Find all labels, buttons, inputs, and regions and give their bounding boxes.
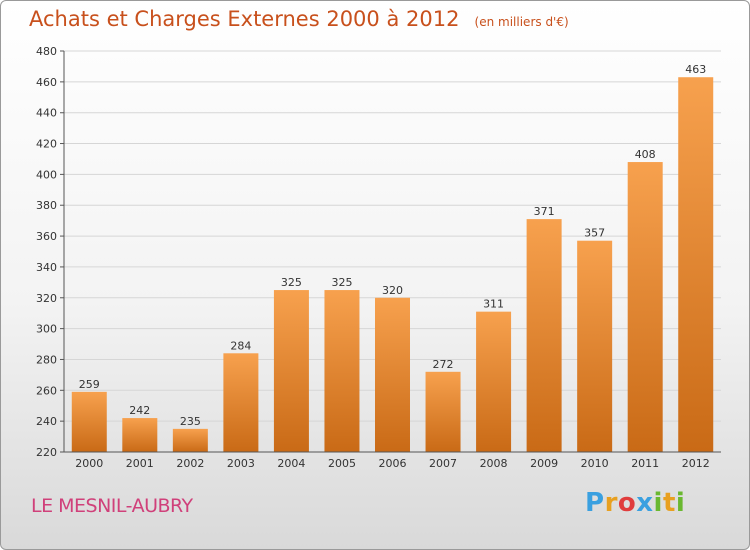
logo-letter: t xyxy=(662,488,676,518)
y-tick-label: 240 xyxy=(36,415,57,428)
y-tick-label: 320 xyxy=(36,292,57,305)
bar-2011 xyxy=(627,162,663,453)
x-tick-label-2005: 2005 xyxy=(328,457,356,470)
bar-2002 xyxy=(172,428,208,452)
axes: 220 240 260 280 300 320 340 360 380 400 420 440 460 4… xyxy=(36,45,721,470)
x-tick-label-2006: 2006 xyxy=(379,457,407,470)
y-tick-label: 480 xyxy=(36,45,57,58)
x-tick-label-2008: 2008 xyxy=(480,457,508,470)
bar-2010 xyxy=(577,240,613,452)
value-label-2004: 325 xyxy=(281,276,302,289)
y-tick-label: 220 xyxy=(36,446,57,459)
bar-2007 xyxy=(425,371,461,452)
y-tick-label: 300 xyxy=(36,323,57,336)
y-tick-label: 460 xyxy=(36,76,57,89)
y-tick-label: 260 xyxy=(36,384,57,397)
value-label-2010: 357 xyxy=(584,227,605,240)
logo-letter: o xyxy=(617,488,637,518)
bar-2009 xyxy=(526,219,562,452)
value-label-2009: 371 xyxy=(534,205,555,218)
value-label-2005: 325 xyxy=(331,276,352,289)
commune-name: LE MESNIL-AUBRY xyxy=(31,495,193,517)
bar-2012 xyxy=(678,77,714,452)
logo-letter: P xyxy=(585,488,605,518)
bar-2003 xyxy=(223,353,259,452)
value-label-2011: 408 xyxy=(635,148,656,161)
chart-unit-note: (en milliers d'€) xyxy=(474,15,569,29)
logo-letter: i xyxy=(675,488,686,518)
y-tick-label: 400 xyxy=(36,168,57,181)
x-tick-label-2002: 2002 xyxy=(176,457,204,470)
chart-title: Achats et Charges Externes 2000 à 2012 (… xyxy=(29,7,569,31)
y-tick-label: 340 xyxy=(36,261,57,274)
value-label-2007: 272 xyxy=(433,358,454,371)
value-label-2012: 463 xyxy=(685,63,706,76)
bar-2005 xyxy=(324,290,360,452)
proxiti-logo: Proxiti xyxy=(585,488,685,518)
logo-letter: x xyxy=(636,488,654,518)
value-label-2001: 242 xyxy=(129,404,150,417)
bar-2000 xyxy=(71,391,107,452)
logo-letter: i xyxy=(653,488,663,518)
value-label-2003: 284 xyxy=(230,339,251,352)
chart-title-text: Achats et Charges Externes 2000 à 2012 xyxy=(29,7,460,31)
y-tick-label: 280 xyxy=(36,353,57,366)
x-tick-label-2010: 2010 xyxy=(581,457,609,470)
x-tick-label-2007: 2007 xyxy=(429,457,457,470)
bar-2004 xyxy=(273,290,309,452)
x-tick-label-2000: 2000 xyxy=(75,457,103,470)
x-tick-label-2001: 2001 xyxy=(126,457,154,470)
x-tick-label-2009: 2009 xyxy=(530,457,558,470)
x-tick-label-2011: 2011 xyxy=(631,457,659,470)
y-tick-label: 380 xyxy=(36,199,57,212)
x-tick-label-2012: 2012 xyxy=(682,457,710,470)
x-tick-label-2004: 2004 xyxy=(277,457,305,470)
value-label-2000: 259 xyxy=(79,378,100,391)
value-label-2002: 235 xyxy=(180,415,201,428)
value-label-2008: 311 xyxy=(483,298,504,311)
bar-2001 xyxy=(122,418,158,452)
value-label-2006: 320 xyxy=(382,284,403,297)
bar-2008 xyxy=(476,311,512,452)
y-tick-label: 440 xyxy=(36,107,57,120)
x-tick-label-2003: 2003 xyxy=(227,457,255,470)
y-tick-label: 420 xyxy=(36,138,57,151)
y-tick-label: 360 xyxy=(36,230,57,243)
bar-2006 xyxy=(375,297,410,452)
logo-letter: r xyxy=(604,488,618,518)
bars: 259 242 235 284 325 325 320 272 311 371 357 408 463 xyxy=(71,63,714,453)
